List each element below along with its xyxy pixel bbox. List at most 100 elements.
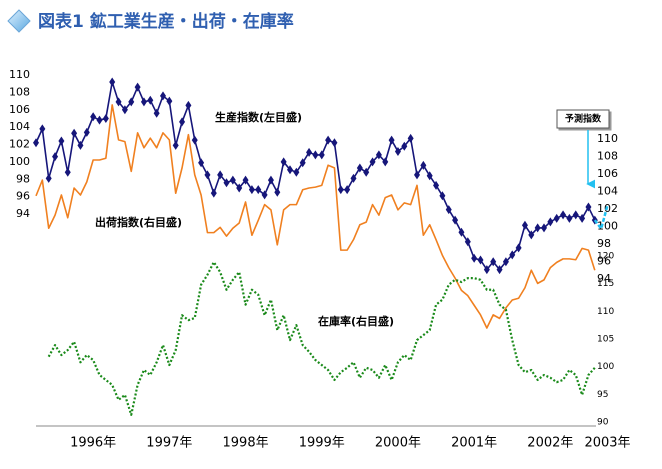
y2-tick-label: 104 — [597, 185, 618, 198]
data-marker — [58, 136, 65, 146]
data-marker — [140, 97, 147, 107]
data-marker — [560, 210, 567, 220]
data-marker — [115, 97, 122, 107]
data-marker — [331, 138, 338, 148]
data-marker — [490, 257, 497, 267]
data-marker — [71, 128, 78, 138]
data-marker — [515, 243, 522, 253]
y2-tick-label: 96 — [597, 255, 611, 268]
data-marker — [96, 115, 103, 125]
data-marker — [52, 152, 59, 162]
data-marker — [172, 140, 179, 150]
y2-tick-label: 94 — [597, 272, 611, 285]
x-tick-label: 2000年 — [375, 436, 421, 451]
data-marker — [147, 95, 154, 105]
data-marker — [414, 170, 420, 180]
data-marker — [77, 140, 84, 150]
data-marker — [566, 213, 573, 223]
data-marker — [464, 237, 471, 247]
data-marker — [325, 135, 332, 145]
data-marker — [394, 146, 401, 156]
data-marker — [388, 135, 395, 145]
data-marker — [547, 217, 554, 227]
data-marker — [280, 157, 287, 167]
series-label: 在庫率(右目盛) — [318, 314, 394, 328]
data-marker — [477, 255, 484, 265]
x-tick-label: 2003年 — [584, 436, 630, 451]
data-marker — [579, 213, 586, 223]
data-marker — [452, 215, 459, 225]
data-marker — [121, 105, 128, 115]
data-marker — [306, 147, 313, 157]
data-marker — [363, 167, 370, 177]
y3-tick-label: 110 — [597, 307, 614, 317]
data-marker — [382, 157, 389, 167]
chart-title: 図表1 鉱工業生産・出荷・在庫率 — [38, 11, 294, 32]
y-tick-label: 94 — [16, 207, 30, 220]
data-marker — [458, 227, 465, 237]
x-tick-label: 1999年 — [299, 436, 345, 451]
y2-tick-label: 108 — [597, 150, 618, 163]
data-marker — [229, 175, 236, 185]
data-marker — [312, 150, 319, 160]
data-marker — [407, 133, 414, 143]
data-marker — [33, 138, 39, 148]
y-tick-label: 106 — [9, 103, 30, 116]
data-marker — [528, 230, 535, 240]
data-marker — [274, 187, 281, 197]
data-marker — [541, 223, 547, 233]
data-marker — [185, 100, 192, 110]
data-marker — [433, 180, 440, 190]
data-marker — [369, 157, 376, 167]
data-marker — [299, 158, 306, 168]
y-tick-label: 110 — [9, 68, 30, 81]
data-marker — [356, 163, 363, 173]
x-tick-label: 1996年 — [70, 436, 116, 451]
data-marker — [318, 150, 325, 160]
data-marker — [401, 141, 408, 151]
y-tick-label: 96 — [16, 190, 30, 203]
data-marker — [350, 173, 357, 183]
data-marker — [242, 175, 249, 185]
data-marker — [236, 183, 243, 193]
y-tick-label: 102 — [9, 138, 30, 151]
data-marker — [191, 135, 198, 145]
data-marker — [90, 112, 97, 122]
series-line — [593, 204, 609, 231]
series-label: 出荷指数(右目盛) — [95, 215, 182, 229]
data-marker — [585, 202, 592, 212]
data-marker — [553, 213, 560, 223]
data-marker — [534, 223, 541, 233]
data-marker — [248, 185, 255, 195]
data-marker — [496, 265, 503, 275]
data-marker — [344, 185, 351, 195]
data-marker — [502, 257, 509, 267]
data-marker — [198, 158, 205, 168]
data-marker — [420, 160, 427, 170]
data-marker — [160, 91, 166, 101]
data-marker — [179, 117, 186, 127]
data-marker — [210, 188, 217, 198]
data-marker — [261, 190, 268, 200]
data-marker — [128, 97, 135, 107]
y3-tick-label: 90 — [597, 418, 609, 428]
data-marker — [83, 127, 90, 137]
y3-tick-label: 120 — [597, 252, 614, 262]
data-marker — [445, 205, 452, 215]
y3-tick-label: 95 — [597, 390, 608, 400]
series-label: 予測指数 — [565, 113, 602, 125]
data-marker — [153, 108, 160, 118]
data-marker — [471, 253, 478, 263]
data-marker — [375, 150, 382, 160]
data-marker — [293, 167, 300, 177]
data-marker — [166, 96, 173, 106]
x-tick-label: 2001年 — [451, 436, 497, 451]
x-tick-label: 2002年 — [527, 436, 573, 451]
y-tick-label: 108 — [9, 85, 30, 98]
data-marker — [287, 165, 293, 175]
y3-tick-label: 105 — [597, 335, 614, 345]
forecast-label-box — [556, 109, 610, 129]
y-tick-label: 100 — [9, 155, 30, 168]
data-marker — [483, 265, 490, 275]
